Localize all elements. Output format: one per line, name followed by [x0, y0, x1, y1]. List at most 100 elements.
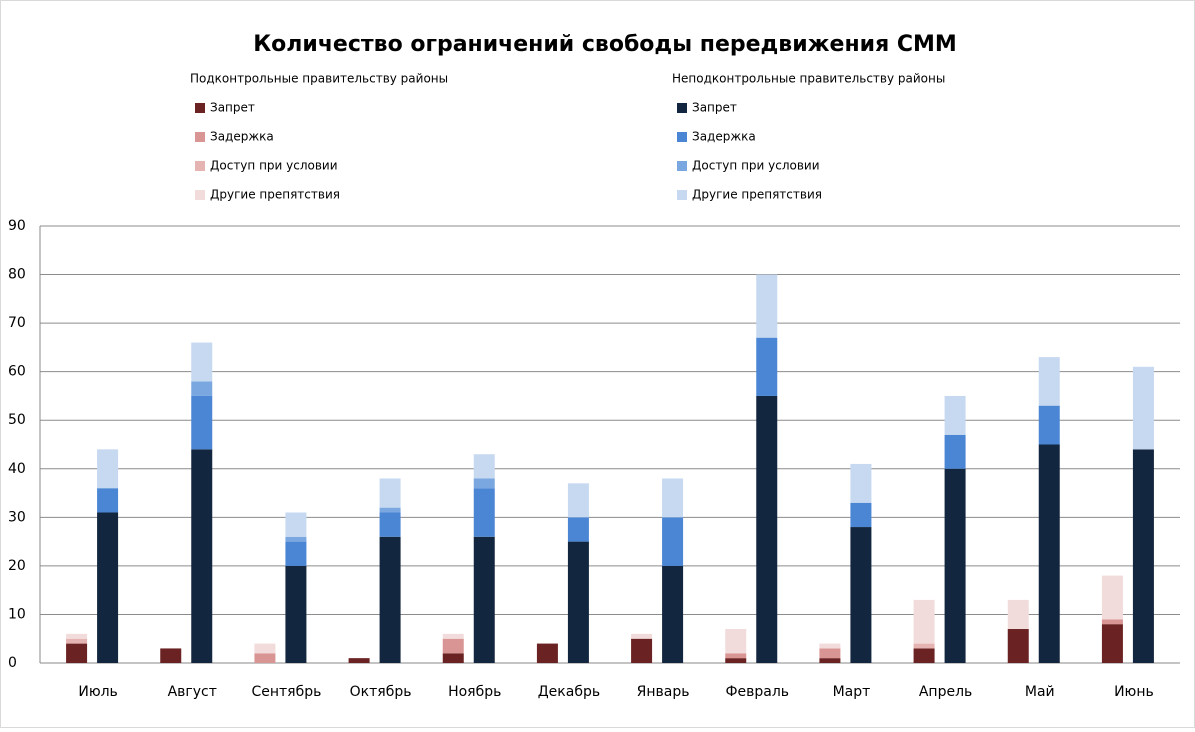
legend-swatch: [195, 161, 205, 171]
bar-segment: [536, 643, 558, 663]
y-tick-label: 70: [8, 315, 26, 331]
bar-segment: [1007, 629, 1029, 663]
legend-label: Доступ при условии: [210, 159, 338, 173]
x-tick-label: Декабрь: [538, 684, 600, 700]
legend-swatch: [677, 132, 687, 142]
bar-segment: [379, 478, 401, 508]
bar-segment: [1038, 357, 1060, 406]
bar-segment: [631, 638, 653, 663]
bar-segment: [379, 512, 401, 537]
bar-segment: [442, 653, 464, 663]
y-tick-label: 30: [8, 509, 26, 525]
legend-swatch: [677, 190, 687, 200]
bar-segment: [348, 658, 370, 663]
legend-label: Другие препятствия: [692, 188, 822, 202]
x-tick-label: Июль: [78, 684, 117, 700]
bar-segment: [473, 478, 495, 489]
bar-segment: [662, 478, 684, 518]
bar-segment: [473, 454, 495, 479]
bar-segment: [850, 463, 872, 503]
y-tick-label: 90: [8, 218, 26, 234]
bar-segment: [913, 599, 935, 644]
bar-segment: [1101, 624, 1123, 663]
bar-segment: [819, 643, 841, 649]
bar-segment: [66, 638, 88, 644]
bar-segment: [944, 395, 966, 435]
bar-segment: [662, 565, 684, 663]
bar-segment: [1101, 619, 1123, 625]
bar-segment: [191, 449, 213, 663]
bar-segment: [1038, 405, 1060, 445]
y-tick-label: 0: [8, 655, 17, 671]
bar-segment: [1038, 444, 1060, 663]
legend-header: Неподконтрольные правительству районы: [672, 72, 945, 86]
bar-segment: [379, 507, 401, 513]
y-tick-label: 60: [8, 364, 26, 380]
bar-segment: [944, 468, 966, 663]
y-tick-label: 10: [8, 606, 26, 622]
legend-label: Задержка: [210, 130, 274, 144]
legend-swatch: [677, 103, 687, 113]
y-tick-label: 80: [8, 267, 26, 283]
x-tick-label: Июнь: [1114, 684, 1154, 700]
bar-segment: [97, 512, 119, 663]
bar-segment: [725, 629, 747, 654]
bar-segment: [66, 643, 88, 663]
bar-segment: [944, 434, 966, 469]
bar-segment: [160, 648, 182, 663]
bar-segment: [285, 541, 307, 566]
y-tick-label: 50: [8, 412, 26, 428]
legend-swatch: [677, 161, 687, 171]
bar-segment: [191, 395, 213, 450]
bar-segment: [191, 381, 213, 396]
x-tick-label: Август: [168, 684, 217, 700]
bar-segment: [756, 337, 778, 396]
bar-segment: [442, 638, 464, 654]
bar-segment: [254, 653, 276, 663]
bar-segment: [97, 449, 119, 489]
bar-segment: [66, 633, 88, 639]
legend-label: Доступ при условии: [692, 159, 820, 173]
bar-segment: [850, 527, 872, 663]
x-tick-label: Сентябрь: [251, 684, 321, 700]
bar-segment: [1132, 366, 1154, 450]
bar-segment: [285, 565, 307, 663]
bar-segment: [756, 274, 778, 338]
bar-segment: [567, 541, 589, 663]
x-tick-label: Март: [833, 684, 871, 700]
bar-segment: [756, 395, 778, 663]
bar-segment: [819, 658, 841, 663]
legend-label: Задержка: [692, 130, 756, 144]
legend-header: Подконтрольные правительству районы: [190, 72, 448, 86]
bar-segment: [819, 648, 841, 659]
bar-segment: [97, 488, 119, 513]
bar-segment: [725, 653, 747, 659]
bar-segment: [631, 633, 653, 639]
legend-swatch: [195, 103, 205, 113]
bar-segment: [567, 483, 589, 518]
bar-segment: [850, 502, 872, 528]
chart-title: Количество ограничений свободы передвиже…: [253, 32, 957, 57]
legend-swatch: [195, 132, 205, 142]
bar-segment: [1101, 575, 1123, 620]
bar-segment: [725, 658, 747, 663]
legend-swatch: [195, 190, 205, 200]
bar-segment: [285, 512, 307, 537]
bar-segment: [379, 536, 401, 663]
bar-segment: [285, 536, 307, 542]
bar-segment: [662, 517, 684, 566]
legend-label: Другие препятствия: [210, 188, 340, 202]
bar-segment: [442, 633, 464, 639]
bar-segment: [473, 536, 495, 663]
x-tick-label: Апрель: [919, 684, 972, 700]
x-tick-label: Октябрь: [350, 684, 412, 700]
x-tick-label: Ноябрь: [448, 684, 501, 700]
y-tick-label: 20: [8, 558, 26, 574]
legend-label: Запрет: [692, 101, 737, 115]
bar-segment: [1132, 449, 1154, 663]
bar-segment: [191, 342, 213, 382]
bar-segment: [567, 517, 589, 542]
bar-segment: [913, 648, 935, 663]
